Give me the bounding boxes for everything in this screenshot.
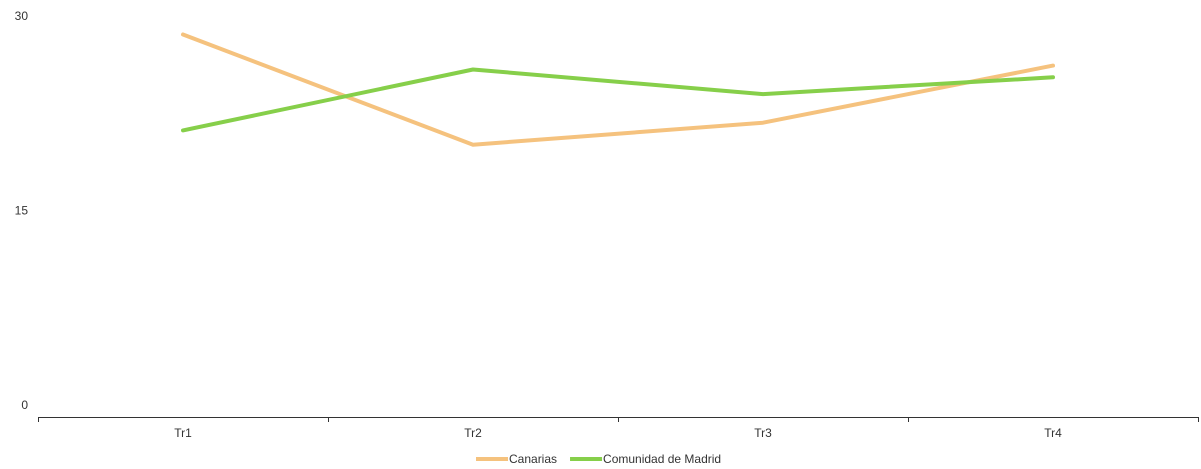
- legend: Canarias Comunidad de Madrid: [476, 452, 721, 466]
- legend-label-1: Comunidad de Madrid: [603, 452, 721, 466]
- x-tick-label: Tr2: [464, 426, 482, 440]
- y-tick-label: 0: [21, 398, 28, 412]
- series-line-1: [181, 67, 1055, 133]
- x-tick-label: Tr1: [174, 426, 192, 440]
- series-line-0: [181, 32, 1055, 147]
- y-tick-label: 15: [15, 204, 29, 218]
- x-axis: Tr1 Tr2 Tr3 Tr4: [38, 417, 1199, 440]
- x-tick-label: Tr3: [754, 426, 772, 440]
- series-lines: [181, 32, 1055, 147]
- y-tick-label: 30: [15, 9, 29, 23]
- x-tick-label: Tr4: [1044, 426, 1062, 440]
- legend-label-0: Canarias: [509, 452, 557, 466]
- y-axis-ticks: 0 15 30: [15, 9, 29, 412]
